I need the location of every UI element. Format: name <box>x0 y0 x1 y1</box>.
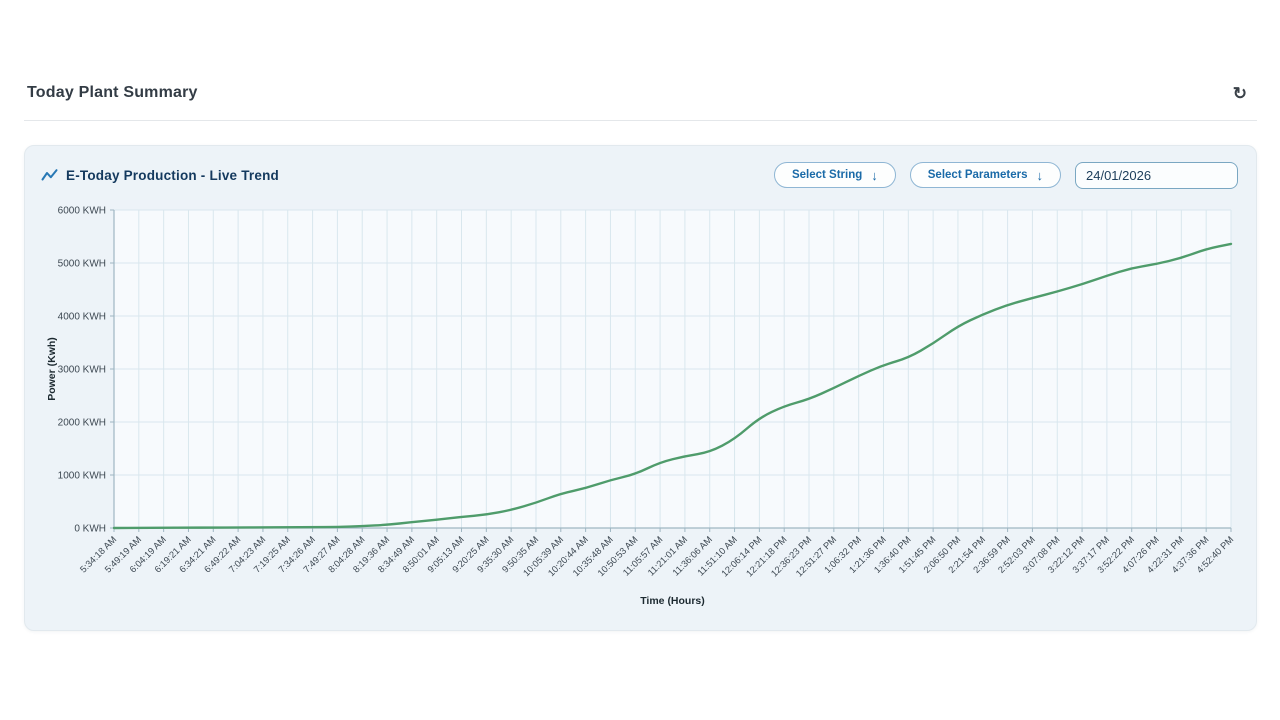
refresh-button[interactable]: ↻ <box>1233 85 1247 102</box>
x-axis-labels: 5:34:18 AM5:49:19 AM6:04:19 AM6:19:21 AM… <box>78 534 1235 578</box>
svg-text:2000 KWH: 2000 KWH <box>58 418 106 429</box>
production-line-chart: 0 KWH 1000 KWH 2000 KWH 3000 KWH 4000 KWH 500… <box>46 206 1235 608</box>
select-string-button[interactable]: Select String ↓ <box>773 162 896 188</box>
data-line-series <box>112 242 1233 530</box>
page-title: Today Plant Summary <box>27 84 198 101</box>
select-parameters-button[interactable]: Select Parameters ↓ <box>909 162 1061 188</box>
header-divider <box>24 120 1257 121</box>
y-axis-labels: 0 KWH 1000 KWH 2000 KWH 3000 KWH 4000 KWH 500… <box>58 206 106 535</box>
chart-gridlines <box>113 209 1232 529</box>
trend-line-icon <box>41 168 58 182</box>
date-input[interactable] <box>1075 161 1238 189</box>
svg-text:Time (Hours): Time (Hours) <box>640 595 705 607</box>
svg-text:1000 KWH: 1000 KWH <box>58 471 106 482</box>
card-header: E-Today Production - Live Trend Select S… <box>25 146 1256 189</box>
svg-text:5000 KWH: 5000 KWH <box>58 259 106 270</box>
chevron-down-icon: ↓ <box>871 167 878 183</box>
chevron-down-icon: ↓ <box>1036 167 1044 183</box>
svg-text:Power (Kwh): Power (Kwh) <box>46 337 58 401</box>
chart-title: E-Today Production - Live Trend <box>66 167 279 183</box>
card-title-wrap: E-Today Production - Live Trend <box>41 168 279 183</box>
chart-controls: Select String ↓ Select Parameters ↓ <box>773 161 1238 189</box>
page-header: Today Plant Summary ↻ <box>24 78 1257 108</box>
chart-area: 0 KWH 1000 KWH 2000 KWH 3000 KWH 4000 KWH 500… <box>25 201 1258 632</box>
svg-text:0 KWH: 0 KWH <box>74 524 106 535</box>
refresh-icon: ↻ <box>1232 83 1247 103</box>
chart-card: E-Today Production - Live Trend Select S… <box>24 145 1257 631</box>
axis-titles: Power (Kwh) Time (Hours) <box>46 337 705 607</box>
svg-text:3000 KWH: 3000 KWH <box>58 365 106 376</box>
svg-text:4000 KWH: 4000 KWH <box>58 312 106 323</box>
select-parameters-label: Select Parameters <box>927 169 1028 181</box>
select-string-label: Select String <box>791 169 863 181</box>
svg-text:6000 KWH: 6000 KWH <box>58 206 106 217</box>
